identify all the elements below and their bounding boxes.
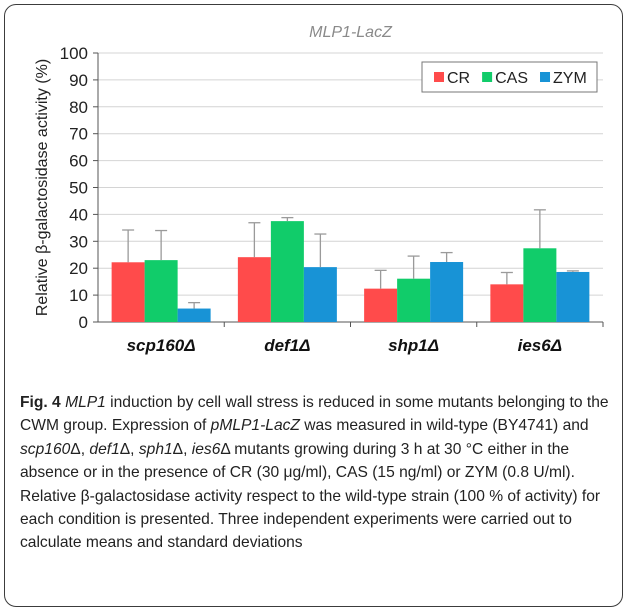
legend-box [421, 61, 598, 93]
caption-mutant-4: ies6 [191, 440, 221, 458]
y-tick-label: 50 [69, 179, 88, 198]
chart-title: MLP1-LacZ [309, 24, 393, 41]
y-axis-label: Relative β-galactosidase activity (%) [34, 59, 51, 316]
y-tick-label: 100 [60, 44, 88, 63]
y-tick-label: 80 [69, 98, 88, 117]
caption-delta-4: Δ [220, 440, 230, 458]
caption-text-3: mutants growing during 3 h at 30 °C eith… [20, 440, 601, 552]
y-tick-label: 30 [69, 232, 88, 251]
y-tick-label: 10 [69, 286, 88, 305]
caption-gene-name: MLP1 [65, 394, 106, 411]
bar-zym [556, 271, 590, 322]
x-tick-label: shp1Δ [388, 336, 439, 355]
bar-cas [523, 248, 557, 322]
legend-label-cas: CAS [495, 70, 528, 87]
y-tick-label: 90 [69, 71, 88, 90]
caption-sep-2: , [130, 440, 139, 458]
bar-zym [430, 262, 464, 322]
bar-cr [237, 257, 271, 322]
y-tick-label: 40 [69, 205, 88, 224]
y-tick-label: 60 [69, 152, 88, 171]
caption-delta-1: Δ [70, 440, 81, 458]
caption-delta-3: Δ [172, 440, 184, 458]
bar-cr [490, 284, 524, 322]
x-tick-label: ies6Δ [518, 336, 563, 355]
caption-text-2: was measured in wild-type (BY4741) and [304, 417, 589, 435]
bar-cas [270, 221, 304, 322]
bar-cr [364, 288, 398, 322]
bar-cas [397, 278, 431, 322]
bar-cr [111, 262, 145, 322]
legend-swatch-cr [434, 72, 444, 82]
bar-chart: 0 10 20 30 40 50 60 70 80 90 100 MLP1-LacZ Relative … [34, 24, 604, 355]
y-tick-label: 70 [69, 125, 88, 144]
caption-delta-2: Δ [119, 440, 131, 458]
x-tick-label: def1Δ [264, 336, 310, 355]
caption-construct-name: pMLP1-LacZ [210, 417, 300, 435]
caption-mutant-2: def1 [89, 440, 120, 458]
caption-sep-3: , [183, 440, 192, 458]
legend-label-cr: CR [447, 70, 470, 87]
y-tick-label: 0 [79, 313, 88, 332]
caption-mutant-3: sph1 [138, 440, 173, 458]
x-tick-label: scp160Δ [127, 336, 196, 355]
legend-swatch-cas [482, 72, 493, 82]
figure-caption: Fig. 4 MLP1 induction by cell wall stres… [20, 391, 612, 555]
y-tick-label: 20 [69, 259, 88, 278]
legend-label-zym: ZYM [553, 70, 587, 87]
legend-swatch-zym [540, 72, 551, 82]
bar-zym [303, 267, 337, 322]
bar-zym [177, 308, 211, 322]
caption-mutant-1: scp160 [20, 440, 71, 458]
bar-cas [144, 260, 178, 322]
caption-sep-1: , [80, 440, 90, 458]
caption-text-1: induction by cell wall stress is reduced… [20, 394, 609, 435]
caption-figure-label: Fig. 4 [20, 394, 61, 411]
